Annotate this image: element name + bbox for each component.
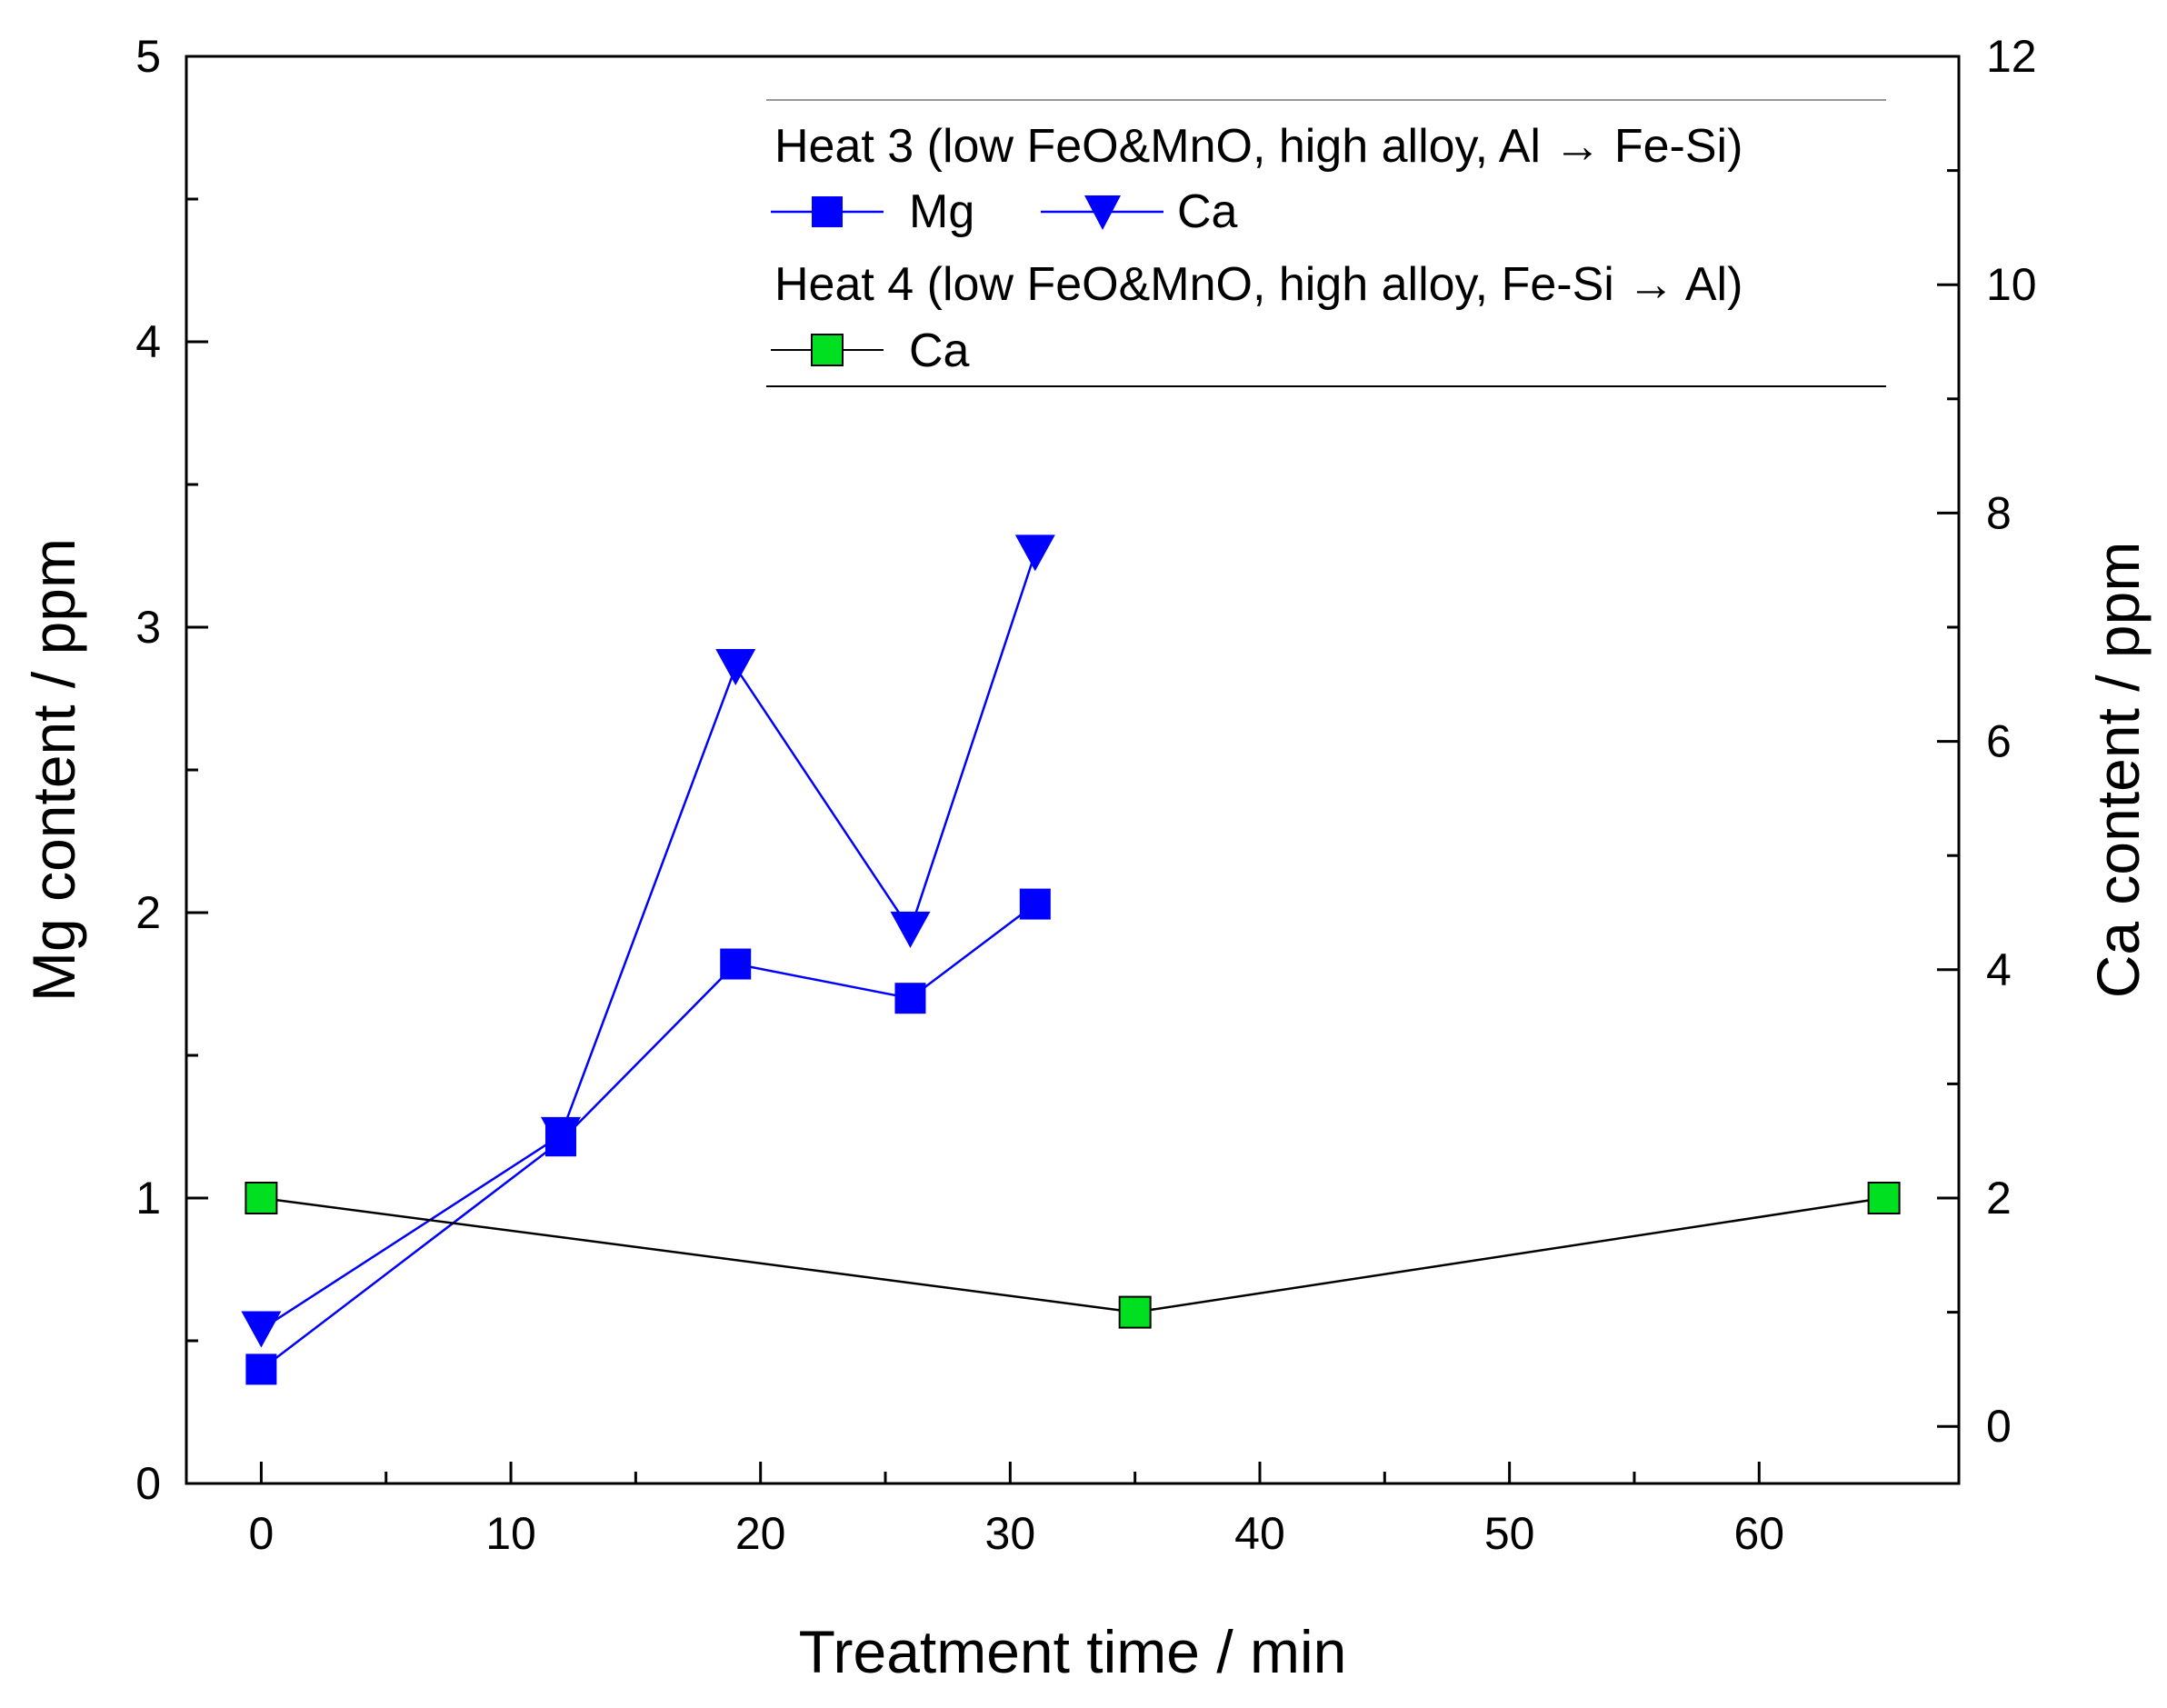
x-axis-title: Treatment time / min (799, 1618, 1347, 1685)
legend-heat3-title: Heat 3 (low FeO&MnO, high alloy, Al → Fe… (774, 120, 1743, 173)
data-point-triangle-series-1 (890, 911, 931, 948)
data-point-triangle-series-1 (540, 1116, 581, 1154)
y-tick-label: 0 (135, 1458, 161, 1509)
data-point-square-series-2 (1867, 1182, 1901, 1214)
data-point-triangle-series-1 (241, 1311, 282, 1348)
x-axis-ticks: 0 10 20 30 40 50 60 (248, 1462, 1784, 1559)
y2-tick-label: 8 (1986, 487, 2012, 538)
y-tick-label: 1 (135, 1173, 161, 1224)
y2-tick-label: 2 (1986, 1173, 2012, 1224)
data-point-square-series-2 (245, 1182, 278, 1214)
data-point-square-series-0 (894, 983, 926, 1014)
legend-heat3-ca-swatch (1041, 195, 1163, 230)
data-point-triangle-series-1 (1014, 534, 1055, 572)
data-point-square-series-0 (245, 1353, 277, 1385)
series-line-0 (260, 903, 1036, 1371)
y2-tick-label: 6 (1986, 716, 2012, 767)
data-point-square-series-2 (1118, 1295, 1152, 1329)
x-tick-label: 30 (985, 1508, 1036, 1559)
x-tick-label: 60 (1733, 1508, 1784, 1559)
plot-frame (185, 55, 1961, 1485)
y-tick-label: 2 (135, 887, 161, 938)
y2-tick-label: 0 (1986, 1401, 2012, 1452)
y-tick-label: 4 (135, 316, 161, 367)
legend-heat3-mg-swatch (771, 196, 884, 227)
x-tick-label: 10 (485, 1508, 536, 1559)
series-layer (241, 534, 1901, 1385)
series-line-2 (261, 1196, 1884, 1313)
legend-heat4-ca-label: Ca (909, 325, 970, 377)
legend: Heat 3 (low FeO&MnO, high alloy, Al → Fe… (766, 99, 1886, 387)
legend-heat3-ca-label: Ca (1177, 185, 1238, 238)
y-tick-label: 5 (135, 31, 161, 82)
legend-heat3-mg-label: Mg (909, 185, 974, 238)
y-tick-label: 3 (135, 602, 161, 653)
x-tick-label: 0 (248, 1508, 274, 1559)
x-tick-label: 50 (1484, 1508, 1535, 1559)
y2-axis-title: Ca content / ppm (2084, 542, 2152, 999)
data-point-triangle-series-1 (715, 648, 756, 685)
legend-heat4-title: Heat 4 (low FeO&MnO, high alloy, Fe-Si →… (774, 258, 1743, 311)
x-tick-label: 40 (1234, 1508, 1285, 1559)
y-axis-ticks: 0 1 2 3 4 5 (135, 31, 208, 1509)
y-axis-title: Mg content / ppm (20, 538, 87, 1002)
x-tick-label: 20 (735, 1508, 786, 1559)
y2-axis-ticks: 0 2 4 6 8 10 12 (1937, 31, 2037, 1452)
data-point-square-series-0 (720, 948, 752, 980)
legend-heat4-ca-swatch (771, 334, 884, 366)
y2-tick-label: 4 (1986, 944, 2012, 995)
y2-tick-label: 12 (1986, 31, 2037, 82)
data-point-square-series-0 (1019, 888, 1051, 920)
y2-tick-label: 10 (1986, 259, 2037, 310)
